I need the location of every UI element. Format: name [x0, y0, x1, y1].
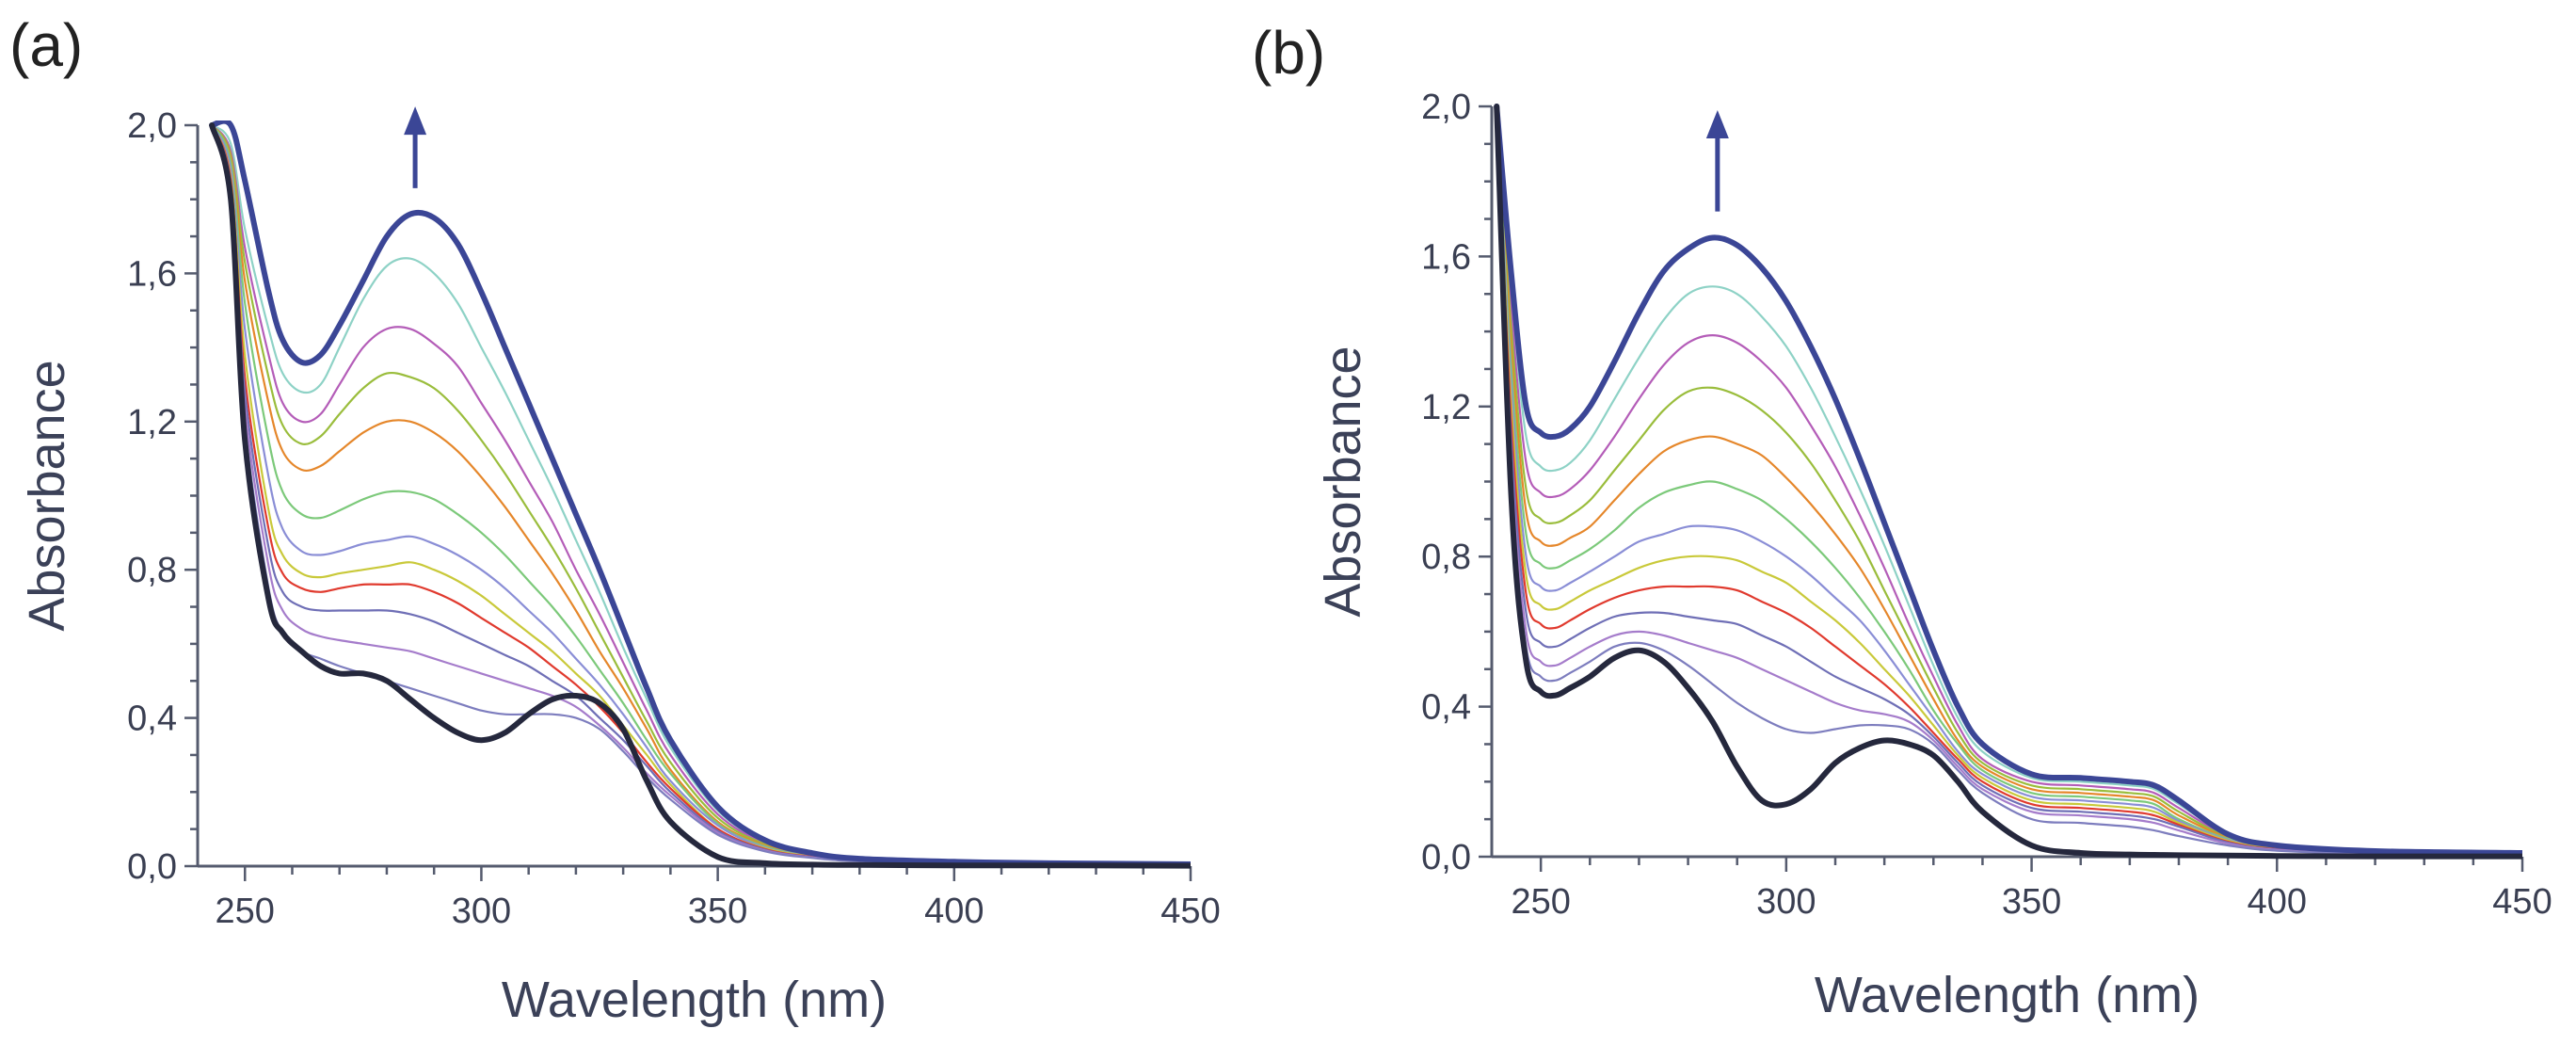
series-s3 [1496, 104, 2522, 856]
series-s9 [1496, 104, 2522, 855]
y-tick-label: 2,0 [127, 106, 177, 146]
series-s4 [211, 123, 1191, 866]
y-tick-label: 0,0 [1421, 838, 1471, 877]
x-tick-label: 400 [2248, 882, 2307, 922]
series-s9 [211, 123, 1191, 866]
increase-arrow-head [404, 106, 427, 136]
y-tick-label: 0,0 [127, 847, 177, 887]
series-s2 [1496, 104, 2522, 856]
panel-label: (b) [1252, 19, 1325, 87]
series-s2 [211, 123, 1191, 866]
series-s3 [211, 123, 1191, 866]
x-tick-label: 350 [688, 892, 747, 931]
panel-label: (a) [9, 11, 83, 79]
series-s1 [1496, 104, 2522, 857]
y-tick-label: 1,2 [127, 403, 177, 442]
series-s5 [211, 123, 1191, 866]
y-tick-label: 0,4 [127, 699, 177, 739]
y-tick-label: 0,4 [1421, 688, 1471, 728]
y-tick-label: 0,8 [127, 551, 177, 590]
series-s11 [1496, 104, 2522, 855]
x-tick-label: 300 [452, 892, 511, 931]
x-tick-label: 300 [1756, 882, 1816, 922]
x-tick-label: 450 [1160, 892, 1220, 931]
x-tick-label: 250 [1511, 882, 1570, 922]
series-initial [209, 122, 1191, 869]
series-s7 [1496, 104, 2522, 855]
series-group [209, 121, 1191, 869]
series-s5 [1496, 104, 2522, 856]
series-initial [1494, 104, 2522, 860]
y-tick-label: 1,6 [127, 254, 177, 294]
y-tick-label: 2,0 [1421, 88, 1471, 127]
y-axis-label: Absorbance [1315, 346, 1371, 617]
series-s6 [1496, 104, 2522, 856]
series-final [209, 121, 1191, 867]
panel-b: (b) 0,0 0,4 0,8 1,2 1,6 2,0 250 300 350 400 450 Wave… [1252, 19, 2552, 1023]
y-tick-label: 1,6 [1421, 237, 1471, 277]
series-s11 [211, 123, 1191, 866]
increase-arrow-head [1705, 109, 1729, 138]
series-s8 [211, 123, 1191, 866]
series-s8 [1496, 104, 2522, 855]
series-s6 [211, 123, 1191, 866]
y-tick-label: 0,8 [1421, 538, 1471, 577]
series-group [1494, 104, 2522, 860]
x-tick-label: 450 [2492, 882, 2552, 922]
series-s4 [1496, 104, 2522, 856]
series-s1 [211, 123, 1191, 866]
y-axis-label: Absorbance [19, 360, 75, 631]
series-s10 [211, 123, 1191, 866]
x-axis-label: Wavelength (nm) [1815, 967, 2200, 1023]
series-final [1494, 104, 2522, 856]
x-axis-label: Wavelength (nm) [502, 972, 887, 1028]
series-s10 [1496, 104, 2522, 855]
y-tick-label: 1,2 [1421, 388, 1471, 427]
series-s7 [211, 123, 1191, 866]
x-tick-label: 400 [924, 892, 984, 931]
x-tick-label: 250 [216, 892, 275, 931]
panel-a: (a) 0,0 0,4 0,8 1,2 1,6 2,0 250 300 350 400 450 Wave… [9, 11, 1221, 1028]
x-tick-label: 350 [2002, 882, 2061, 922]
